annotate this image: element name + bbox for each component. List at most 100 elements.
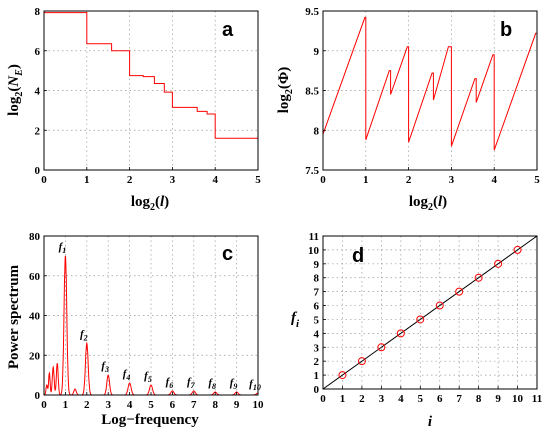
panel-a-ytick-label: 8 [35, 6, 41, 18]
panel-c-peak-label: f2 [80, 328, 88, 342]
panel-d-xtick-label: 5 [418, 393, 424, 405]
panel-c-ytick-label: 80 [29, 231, 41, 243]
panel-b-ytick-label: 9 [314, 46, 320, 58]
panel-d-xtick-label: 1 [340, 393, 346, 405]
panel-c-ytick-label: 20 [29, 350, 41, 362]
panel-b-ytick-label: 9.5 [305, 6, 319, 18]
panel-b-ylabel: log2(Φ) [276, 67, 295, 114]
panel-c-xtick-label: 9 [234, 399, 240, 411]
panel-d-point [396, 329, 405, 338]
panel-d-xtick-label: 0 [320, 393, 326, 405]
panel-d-xtick-label: 2 [359, 393, 365, 405]
panel-c-xtick-label: 4 [127, 399, 133, 411]
panel-c-xtick-label: 3 [105, 399, 111, 411]
panel-a-ytick-label: 0 [35, 165, 41, 177]
panel-d-point [435, 301, 444, 310]
panel-d-frame [322, 235, 538, 390]
panel-c-peak-annotations: f1 f2 f3 f4 f5 f6 f7 f8 f9 f10 [59, 241, 261, 392]
panel-d-letter: d [352, 245, 364, 267]
panel-d-ytick-label: 8 [314, 273, 320, 285]
panel-d-ytick-label: 5 [314, 314, 320, 326]
panel-c-ytick-label: 0 [35, 390, 41, 402]
panel-d-points [338, 245, 522, 380]
panel-c-xtick-label: 5 [148, 399, 154, 411]
panel-c-peak-label: f5 [144, 370, 152, 384]
panel-c-xlabel: Log−frequency [101, 412, 199, 428]
panel-b-xtick-label: 2 [406, 174, 412, 186]
panel-a-ytick-label: 2 [35, 125, 41, 137]
panel-d-ytick-label: 4 [314, 328, 320, 340]
panel-b-xtick-label: 5 [534, 174, 540, 186]
panel-d-xtick-label: 6 [437, 393, 443, 405]
panel-d-ylabel: fi [291, 310, 300, 330]
panel-c-peak-label: f9 [230, 377, 238, 391]
panel-b-xlabel: log2(l) [409, 194, 447, 213]
panel-c-peak-label: f8 [208, 377, 216, 391]
panel-b-ytick-label: 8 [314, 125, 320, 137]
panel-a-xtick-label: 3 [170, 174, 176, 186]
panel-d-xtick-label: 10 [512, 393, 524, 405]
panel-b-xtick-label: 1 [363, 174, 369, 186]
panel-b-series-line [322, 16, 538, 163]
panel-d-ytick-label: 10 [308, 245, 320, 257]
panel-a-ticks: 0 1 2 3 4 5 0 2 4 6 8 [35, 6, 262, 186]
panel-d-point [357, 357, 366, 366]
panel-c-peak-label: f6 [166, 376, 174, 390]
panel-d-grid [323, 236, 537, 389]
panel-b-letter: b [500, 19, 512, 41]
panel-c-xtick-label: 8 [212, 399, 218, 411]
panel-a-ylabel: log2(NE) [6, 64, 25, 116]
panel-c-ticks: 0 1 2 3 4 5 6 7 8 9 10 0 20 40 60 80 [29, 231, 264, 411]
panel-d-ytick-label: 3 [314, 342, 320, 354]
panel-a-ytick-label: 4 [35, 86, 41, 98]
panel-b-ytick-label: 8.5 [305, 86, 319, 98]
panel-d-point [513, 245, 522, 254]
panel-c-xtick-label: 1 [63, 399, 69, 411]
panel-d-xtick-label: 7 [456, 393, 462, 405]
panel-a-xtick-label: 2 [127, 174, 133, 186]
panel-d-ytick-label: 7 [314, 287, 320, 299]
panel-c: 0 1 2 3 4 5 6 7 8 9 10 0 20 40 60 80 f1 f2 f3 f4 f5 f6 f7 f8 f9… [6, 231, 264, 428]
panel-c-ytick-label: 40 [29, 311, 41, 323]
panel-a-xtick-label: 4 [212, 174, 218, 186]
panel-d-point [338, 371, 347, 380]
panel-c-letter: c [222, 243, 233, 265]
panel-d-ytick-label: 2 [314, 356, 320, 368]
panel-c-xtick-label: 10 [253, 399, 265, 411]
panel-d-xlabel: i [428, 414, 433, 430]
panel-a-letter: a [222, 19, 234, 41]
panel-a-xtick-label: 5 [255, 174, 261, 186]
panel-d-ytick-label: 9 [314, 259, 320, 271]
panel-d-xtick-label: 3 [379, 393, 385, 405]
panel-d-point [455, 287, 464, 296]
panel-d-point [416, 315, 425, 324]
panel-d-xtick-label: 9 [495, 393, 501, 405]
panel-c-peak-label: f10 [249, 378, 261, 392]
panel-b-xtick-label: 4 [491, 174, 497, 186]
panel-d-point [377, 343, 386, 352]
panel-b-ytick-label: 7.5 [305, 165, 319, 177]
panel-b-xtick-label: 3 [449, 174, 455, 186]
panel-b-ticks: 0 1 2 3 4 5 7.5 8 8.5 9 9.5 [305, 6, 540, 186]
panel-c-xtick-label: 2 [84, 399, 90, 411]
panel-a-xtick-label: 1 [84, 174, 90, 186]
panel-c-peak-label: f3 [101, 360, 109, 374]
panel-c-peak-label: f1 [59, 241, 67, 255]
panel-d-point [474, 273, 483, 282]
panel-c-xtick-label: 6 [170, 399, 176, 411]
panel-d-ytick-label: 11 [309, 231, 319, 243]
panel-b-xtick-label: 0 [320, 174, 326, 186]
panel-c-peak-label: f4 [123, 368, 131, 382]
panel-c-ytick-label: 60 [29, 271, 41, 283]
panel-a-xlabel: log2(l) [131, 194, 169, 213]
panel-d-xtick-label: 8 [476, 393, 482, 405]
panel-d-ytick-label: 1 [314, 370, 320, 382]
panel-d-ytick-label: 6 [314, 301, 320, 313]
panel-c-peak-label: f7 [187, 376, 196, 390]
panel-b: 0 1 2 3 4 5 7.5 8 8.5 9 9.5 b log2(l) log2(Φ) [276, 6, 540, 213]
panel-a-xtick-label: 0 [41, 174, 47, 186]
panel-d-xtick-label: 11 [532, 393, 542, 405]
